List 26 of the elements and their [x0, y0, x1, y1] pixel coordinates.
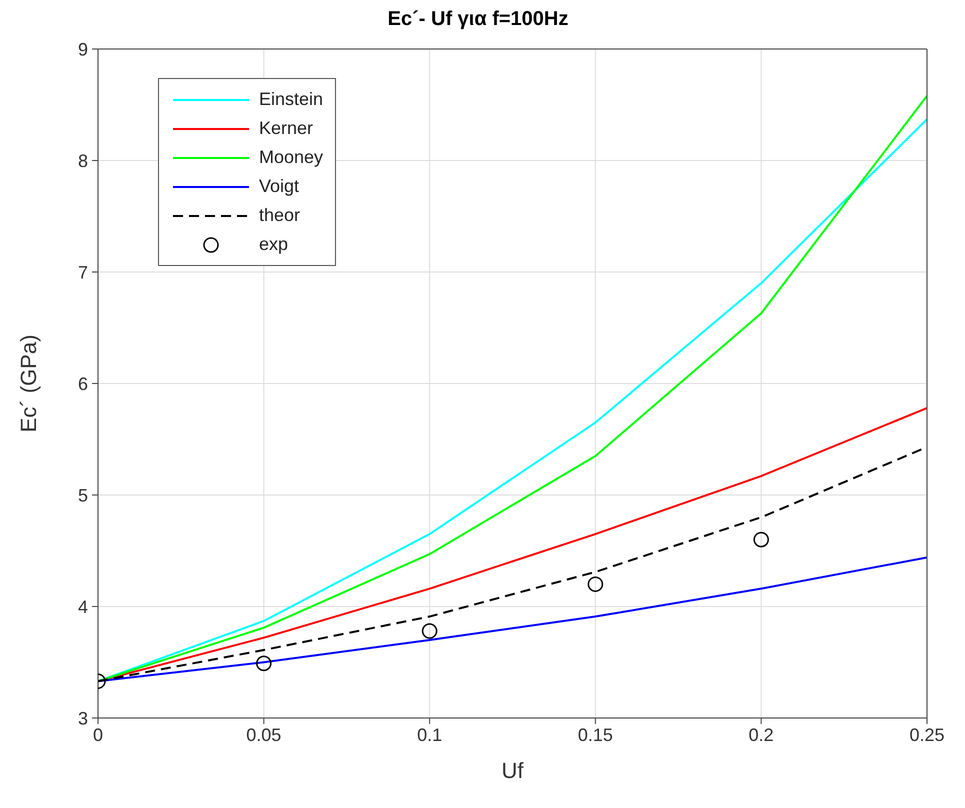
x-tick-label: 0.2: [748, 724, 774, 745]
y-axis-title: Ec´ (GPa): [16, 334, 41, 432]
x-axis-title: Uf: [502, 758, 524, 783]
y-tick-label: 9: [78, 39, 88, 60]
y-tick-label: 6: [78, 374, 88, 394]
y-tick-label: 4: [78, 596, 88, 617]
x-tick-label: 0: [92, 724, 104, 745]
point: [422, 623, 438, 639]
legend-label: Kerner: [259, 118, 314, 139]
x-tick-label: 0.1: [417, 724, 442, 745]
y-tick-label: 8: [78, 150, 88, 171]
point: [753, 532, 769, 548]
legend-label: theor: [259, 205, 300, 226]
legend-label: Voigt: [259, 176, 300, 197]
point: [256, 656, 272, 672]
y-tick-label: 7: [78, 262, 88, 282]
legend-label: exp: [259, 234, 288, 255]
point: [588, 576, 604, 592]
x-tick-label: 0.25: [909, 724, 945, 745]
y-tick-label: 3: [78, 708, 88, 728]
legend-label: Mooney: [259, 147, 324, 168]
legend-label: Einstein: [259, 89, 324, 110]
y-tick-label: 5: [78, 485, 88, 506]
chart-title: Ec´- Uf για f=100Hz: [386, 8, 570, 32]
x-tick-label: 0.15: [578, 724, 613, 745]
x-tick-label: 0.05: [246, 724, 282, 745]
